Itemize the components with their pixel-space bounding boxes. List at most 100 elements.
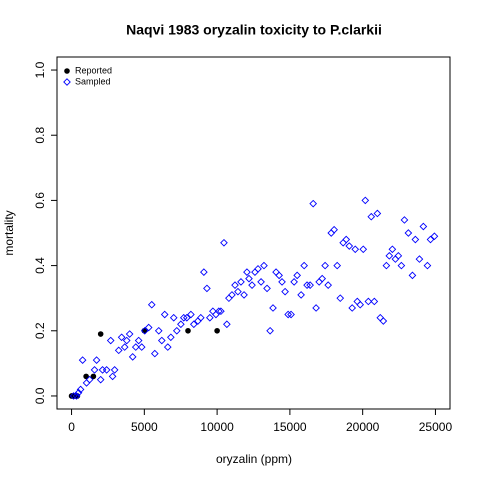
chart-title: Naqvi 1983 oryzalin toxicity to P.clarki… bbox=[126, 22, 382, 38]
point bbox=[163, 343, 172, 351]
point bbox=[318, 274, 327, 283]
point bbox=[76, 385, 85, 394]
point bbox=[388, 245, 397, 254]
point bbox=[223, 320, 231, 329]
legend-label: Reported bbox=[75, 65, 112, 75]
y-tick-label: 0.4 bbox=[33, 257, 47, 274]
point bbox=[248, 281, 256, 289]
point bbox=[131, 343, 140, 351]
point bbox=[376, 313, 385, 322]
point bbox=[306, 281, 314, 289]
point bbox=[237, 278, 245, 286]
point bbox=[373, 209, 382, 218]
point bbox=[263, 284, 271, 293]
point bbox=[72, 392, 81, 400]
point bbox=[411, 235, 420, 244]
point bbox=[150, 349, 159, 358]
point bbox=[419, 222, 428, 231]
y-tick-label: 0.6 bbox=[33, 192, 47, 209]
point bbox=[342, 235, 351, 244]
point bbox=[74, 388, 83, 397]
point bbox=[85, 375, 94, 384]
y-axis-label: mortality bbox=[2, 210, 16, 255]
point bbox=[69, 392, 78, 400]
point bbox=[339, 238, 347, 247]
x-tick-label: 10000 bbox=[200, 420, 234, 434]
point bbox=[231, 281, 239, 289]
point bbox=[125, 330, 134, 338]
point bbox=[98, 366, 107, 374]
point bbox=[260, 261, 268, 270]
point bbox=[243, 268, 251, 276]
point bbox=[189, 320, 198, 329]
point bbox=[102, 366, 111, 374]
point bbox=[359, 245, 368, 254]
point bbox=[215, 307, 223, 316]
point bbox=[330, 225, 338, 234]
point bbox=[166, 333, 175, 342]
point bbox=[351, 245, 360, 254]
point bbox=[83, 373, 89, 380]
x-tick-label: 20000 bbox=[346, 420, 380, 434]
point bbox=[281, 287, 289, 296]
point bbox=[92, 356, 101, 364]
point bbox=[114, 346, 123, 355]
point bbox=[293, 271, 302, 280]
point bbox=[303, 281, 311, 289]
point bbox=[397, 261, 406, 270]
point bbox=[220, 238, 228, 247]
point bbox=[290, 278, 298, 286]
point bbox=[404, 229, 413, 237]
point bbox=[382, 261, 391, 270]
y-tick-label: 0.2 bbox=[33, 322, 47, 339]
point bbox=[187, 310, 195, 319]
point bbox=[140, 326, 149, 335]
point bbox=[361, 196, 370, 205]
point bbox=[205, 313, 214, 322]
point bbox=[284, 310, 292, 319]
legend-marker bbox=[63, 78, 71, 86]
point bbox=[96, 375, 105, 384]
point bbox=[240, 291, 248, 299]
point bbox=[297, 291, 305, 299]
point bbox=[315, 278, 323, 286]
point bbox=[408, 271, 417, 280]
point bbox=[353, 297, 362, 306]
point bbox=[234, 287, 242, 296]
point bbox=[254, 265, 262, 273]
point bbox=[196, 313, 205, 322]
point bbox=[137, 343, 146, 351]
x-tick-label: 25000 bbox=[419, 420, 453, 434]
point bbox=[200, 268, 208, 276]
point bbox=[144, 323, 153, 332]
point bbox=[160, 310, 169, 319]
point bbox=[169, 313, 178, 322]
point bbox=[327, 229, 336, 237]
point bbox=[278, 278, 286, 286]
point bbox=[157, 336, 166, 345]
point bbox=[120, 343, 129, 351]
point bbox=[82, 379, 91, 387]
point bbox=[90, 373, 97, 380]
point bbox=[106, 336, 115, 345]
point bbox=[225, 294, 233, 303]
point bbox=[336, 294, 345, 303]
point bbox=[154, 326, 163, 335]
point bbox=[122, 336, 131, 345]
point bbox=[177, 320, 185, 329]
y-tick-label: 1.0 bbox=[33, 61, 47, 78]
point bbox=[287, 310, 295, 319]
point bbox=[333, 261, 342, 270]
point bbox=[128, 353, 137, 361]
point bbox=[423, 261, 432, 270]
y-tick-label: 0.8 bbox=[33, 127, 47, 144]
point bbox=[214, 327, 220, 334]
point bbox=[312, 304, 320, 312]
point bbox=[394, 251, 403, 260]
point bbox=[182, 313, 191, 322]
point bbox=[364, 297, 373, 306]
point bbox=[78, 356, 87, 364]
point bbox=[203, 284, 211, 293]
point bbox=[251, 268, 259, 276]
